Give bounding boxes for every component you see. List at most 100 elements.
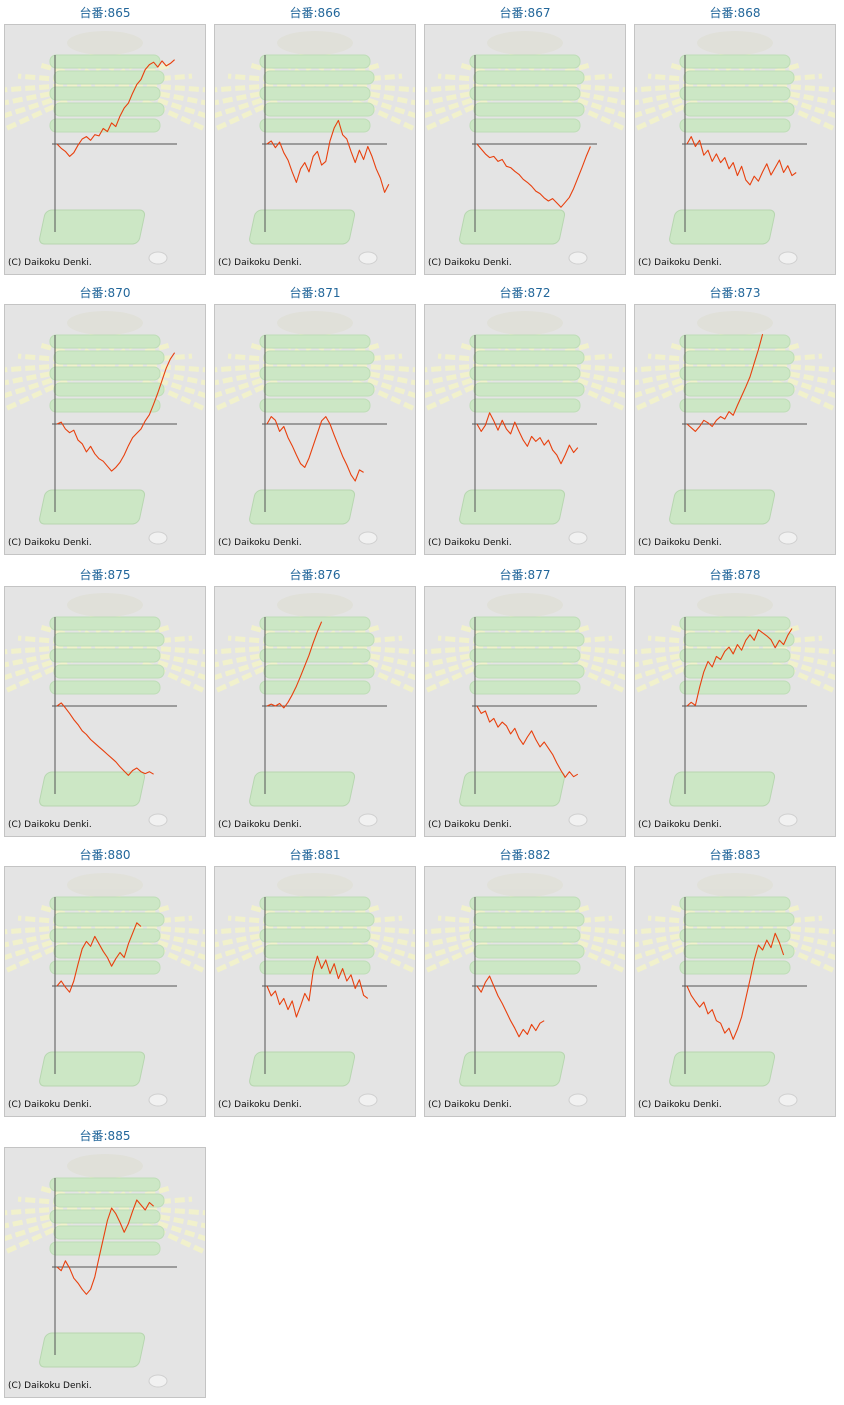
slump-line bbox=[266, 416, 364, 482]
watermark-illustration bbox=[215, 31, 415, 265]
slump-graph[interactable]: (C) Daikoku Denki. bbox=[4, 586, 206, 837]
slump-graph[interactable]: (C) Daikoku Denki. bbox=[4, 24, 206, 275]
machine-card[interactable]: 台番:872 (C) Daikoku Denki. bbox=[420, 280, 630, 556]
watermark-illustration bbox=[635, 31, 835, 265]
machine-card[interactable]: 台番:885 (C) Daikoku Denki. bbox=[0, 1123, 210, 1399]
machine-number-link[interactable]: 台番:867 bbox=[499, 6, 551, 20]
slump-graph[interactable]: (C) Daikoku Denki. bbox=[634, 586, 836, 837]
machine-number-link[interactable]: 台番:878 bbox=[709, 568, 761, 582]
slump-graph-svg bbox=[215, 31, 415, 265]
machine-card[interactable]: 台番:871 (C) Daikoku Denki. bbox=[210, 280, 420, 556]
copyright-text: (C) Daikoku Denki. bbox=[8, 538, 92, 548]
machine-number-link[interactable]: 台番:883 bbox=[709, 848, 761, 862]
machine-card[interactable]: 台番:867 (C) Daikoku Denki. bbox=[420, 0, 630, 276]
machine-number-link[interactable]: 台番:866 bbox=[289, 6, 341, 20]
slump-graph-svg bbox=[215, 873, 415, 1107]
copyright-text: (C) Daikoku Denki. bbox=[638, 820, 722, 830]
machine-card[interactable]: 台番:882 (C) Daikoku Denki. bbox=[420, 842, 630, 1118]
slump-graph[interactable]: (C) Daikoku Denki. bbox=[424, 866, 626, 1117]
slump-graph-svg bbox=[5, 873, 205, 1107]
slump-line bbox=[56, 1199, 154, 1295]
machine-card[interactable]: 台番:870 (C) Daikoku Denki. bbox=[0, 280, 210, 556]
machine-card[interactable]: 台番:868 (C) Daikoku Denki. bbox=[630, 0, 840, 276]
slump-line bbox=[56, 352, 176, 472]
slump-graph[interactable]: (C) Daikoku Denki. bbox=[634, 866, 836, 1117]
watermark-illustration bbox=[635, 593, 835, 827]
machine-card[interactable]: 台番:881 (C) Daikoku Denki. bbox=[210, 842, 420, 1118]
watermark-illustration bbox=[5, 1154, 205, 1388]
slump-line bbox=[56, 702, 154, 776]
copyright-text: (C) Daikoku Denki. bbox=[428, 258, 512, 268]
slump-graph-svg bbox=[635, 593, 835, 827]
machine-card[interactable]: 台番:866 (C) Daikoku Denki. bbox=[210, 0, 420, 276]
machine-number-link[interactable]: 台番:881 bbox=[289, 848, 341, 862]
machine-card[interactable]: 台番:883 (C) Daikoku Denki. bbox=[630, 842, 840, 1118]
machine-card[interactable]: 台番:865 (C) Daikoku Denki. bbox=[0, 0, 210, 276]
slump-graph-svg bbox=[5, 311, 205, 545]
machine-number-link[interactable]: 台番:865 bbox=[79, 6, 131, 20]
slump-graph[interactable]: (C) Daikoku Denki. bbox=[634, 304, 836, 555]
slump-graph-svg bbox=[425, 31, 625, 265]
slump-graph[interactable]: (C) Daikoku Denki. bbox=[4, 866, 206, 1117]
copyright-text: (C) Daikoku Denki. bbox=[638, 258, 722, 268]
machine-card[interactable]: 台番:877 (C) Daikoku Denki. bbox=[420, 562, 630, 838]
machine-number-link[interactable]: 台番:871 bbox=[289, 286, 341, 300]
slump-graph[interactable]: (C) Daikoku Denki. bbox=[4, 1147, 206, 1398]
machine-card[interactable]: 台番:878 (C) Daikoku Denki. bbox=[630, 562, 840, 838]
slump-line bbox=[476, 143, 591, 208]
slump-line bbox=[686, 333, 764, 432]
slump-graph[interactable]: (C) Daikoku Denki. bbox=[4, 304, 206, 555]
slump-graph[interactable]: (C) Daikoku Denki. bbox=[424, 586, 626, 837]
watermark-illustration bbox=[425, 593, 625, 827]
slump-graph-svg bbox=[215, 311, 415, 545]
machine-number-link[interactable]: 台番:872 bbox=[499, 286, 551, 300]
machine-number-link[interactable]: 台番:880 bbox=[79, 848, 131, 862]
machine-number-link[interactable]: 台番:877 bbox=[499, 568, 551, 582]
slump-line bbox=[476, 975, 545, 1038]
machine-card[interactable]: 台番:873 (C) Daikoku Denki. bbox=[630, 280, 840, 556]
copyright-text: (C) Daikoku Denki. bbox=[8, 1381, 92, 1391]
machine-number-link[interactable]: 台番:875 bbox=[79, 568, 131, 582]
slump-graph[interactable]: (C) Daikoku Denki. bbox=[214, 24, 416, 275]
machine-card[interactable]: 台番:875 (C) Daikoku Denki. bbox=[0, 562, 210, 838]
watermark-illustration bbox=[5, 31, 205, 265]
copyright-text: (C) Daikoku Denki. bbox=[428, 820, 512, 830]
machine-number-link[interactable]: 台番:885 bbox=[79, 1129, 131, 1143]
slump-graph-svg bbox=[5, 1154, 205, 1388]
copyright-text: (C) Daikoku Denki. bbox=[428, 1100, 512, 1110]
copyright-text: (C) Daikoku Denki. bbox=[218, 258, 302, 268]
machine-number-link[interactable]: 台番:870 bbox=[79, 286, 131, 300]
copyright-text: (C) Daikoku Denki. bbox=[8, 1100, 92, 1110]
slump-graph[interactable]: (C) Daikoku Denki. bbox=[214, 304, 416, 555]
slump-graph[interactable]: (C) Daikoku Denki. bbox=[424, 304, 626, 555]
slump-line bbox=[686, 628, 793, 707]
watermark-illustration bbox=[425, 31, 625, 265]
machine-number-link[interactable]: 台番:882 bbox=[499, 848, 551, 862]
slump-graph-svg bbox=[635, 311, 835, 545]
slump-line bbox=[266, 955, 369, 1018]
copyright-text: (C) Daikoku Denki. bbox=[218, 1100, 302, 1110]
slump-graph[interactable]: (C) Daikoku Denki. bbox=[634, 24, 836, 275]
machine-number-link[interactable]: 台番:876 bbox=[289, 568, 341, 582]
slump-line bbox=[476, 705, 579, 778]
slump-line bbox=[266, 119, 390, 193]
slump-graph[interactable]: (C) Daikoku Denki. bbox=[214, 586, 416, 837]
watermark-illustration bbox=[425, 873, 625, 1107]
copyright-text: (C) Daikoku Denki. bbox=[218, 820, 302, 830]
watermark-illustration bbox=[5, 593, 205, 827]
watermark-illustration bbox=[635, 873, 835, 1107]
slump-graph-svg bbox=[5, 31, 205, 265]
slump-graph[interactable]: (C) Daikoku Denki. bbox=[424, 24, 626, 275]
machine-card[interactable]: 台番:876 (C) Daikoku Denki. bbox=[210, 562, 420, 838]
machine-card[interactable]: 台番:880 (C) Daikoku Denki. bbox=[0, 842, 210, 1118]
copyright-text: (C) Daikoku Denki. bbox=[428, 538, 512, 548]
slump-graph[interactable]: (C) Daikoku Denki. bbox=[214, 866, 416, 1117]
machine-number-link[interactable]: 台番:868 bbox=[709, 6, 761, 20]
slump-line bbox=[56, 59, 175, 157]
watermark-illustration bbox=[215, 311, 415, 545]
machine-number-link[interactable]: 台番:873 bbox=[709, 286, 761, 300]
watermark-illustration bbox=[5, 311, 205, 545]
watermark-illustration bbox=[215, 873, 415, 1107]
slump-line bbox=[476, 412, 579, 465]
copyright-text: (C) Daikoku Denki. bbox=[8, 258, 92, 268]
